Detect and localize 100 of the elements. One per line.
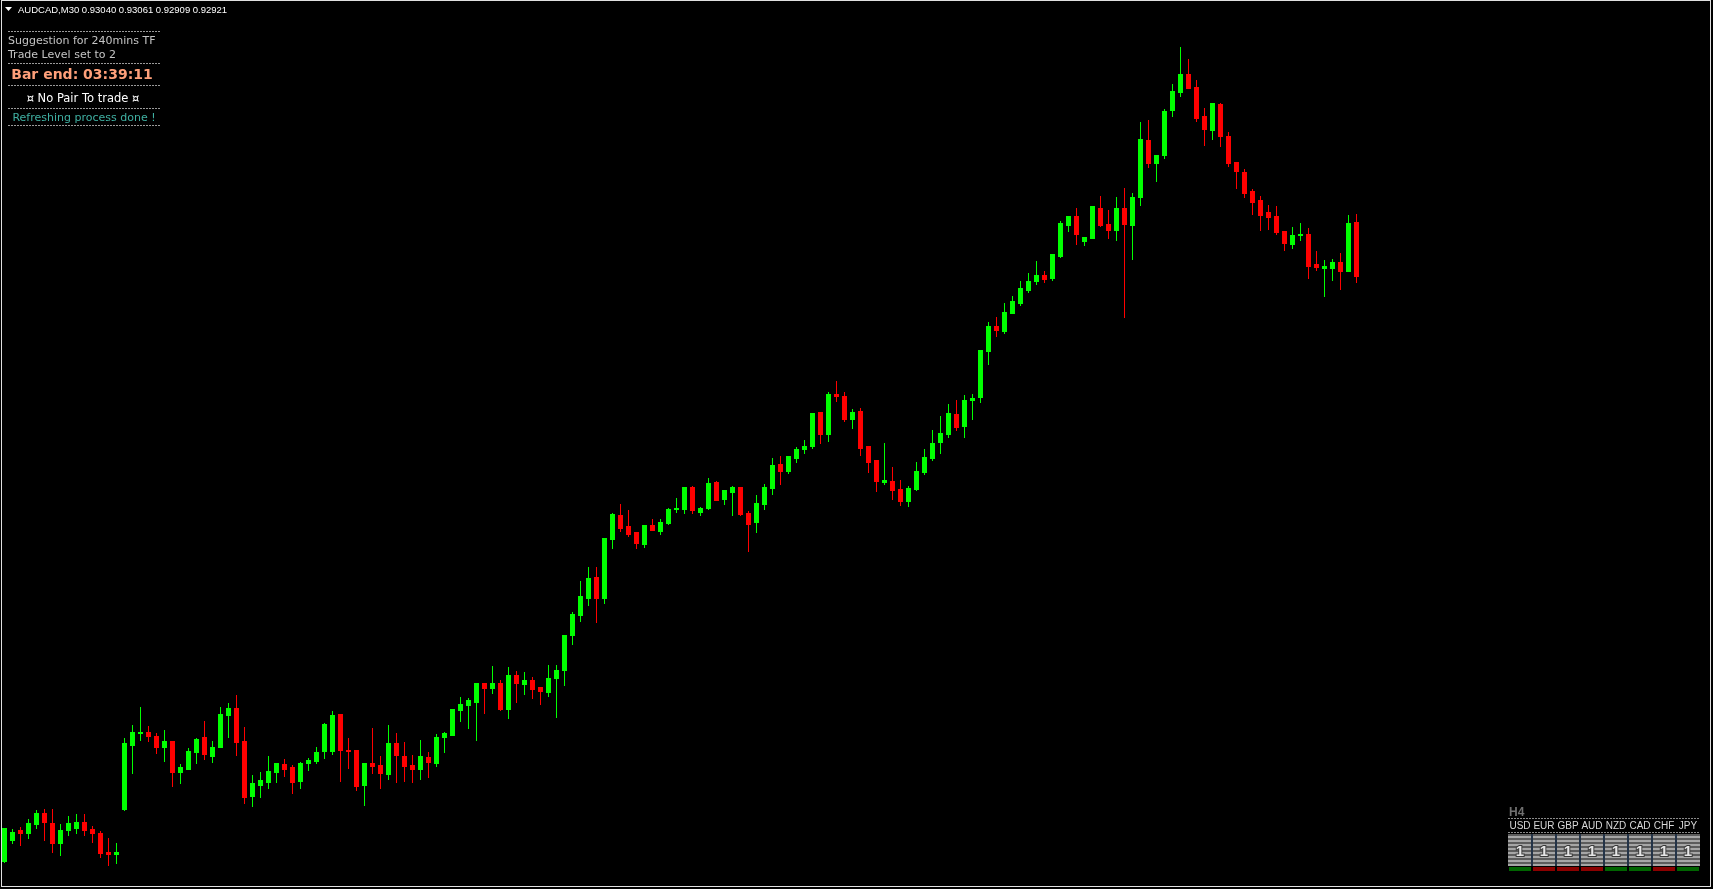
- data-label: 1: [1563, 842, 1573, 859]
- candlestick: [10, 828, 15, 844]
- candlestick: [498, 679, 503, 711]
- candlestick: [330, 710, 335, 755]
- data-label: 1: [1635, 842, 1645, 859]
- candlestick: [1146, 119, 1151, 168]
- candlestick: [650, 518, 655, 531]
- candlestick: [1090, 206, 1095, 239]
- candlestick: [858, 407, 863, 456]
- candlestick: [730, 485, 735, 516]
- category-label: USD: [1509, 820, 1531, 831]
- candlestick: [202, 720, 207, 760]
- candlestick: [1034, 260, 1039, 285]
- candlestick: [426, 751, 431, 778]
- data-label: 1: [1611, 842, 1621, 859]
- candlestick: [1298, 222, 1303, 241]
- candlestick: [778, 455, 783, 485]
- category-label: CAD: [1629, 820, 1651, 831]
- candlestick: [554, 664, 559, 718]
- candlestick: [562, 635, 567, 686]
- candlestick: [298, 761, 303, 789]
- candlestick: [1282, 230, 1287, 251]
- candlestick: [1322, 259, 1327, 297]
- candlestick: [458, 696, 463, 722]
- candlestick: [714, 480, 719, 501]
- candlestick: [1194, 79, 1199, 122]
- candlestick: [1242, 168, 1247, 198]
- candlestick: [1042, 270, 1047, 283]
- candlestick: [1018, 280, 1023, 306]
- text: H4: [1509, 805, 1525, 819]
- candlestick: [274, 762, 279, 783]
- candlestick: [1114, 196, 1119, 241]
- candlestick: [218, 706, 223, 748]
- candlestick: [434, 733, 439, 767]
- candlestick: [1202, 107, 1207, 146]
- candlestick: [178, 763, 183, 784]
- candlestick: [490, 665, 495, 694]
- candlestick: [146, 725, 151, 742]
- candlestick: [418, 739, 423, 780]
- candlestick: [1330, 258, 1335, 281]
- candlestick: [810, 412, 815, 449]
- candlestick: [1154, 154, 1159, 182]
- candlestick: [442, 731, 447, 753]
- candlestick: [634, 532, 639, 549]
- candlestick: [138, 706, 143, 741]
- candlestick: [306, 757, 311, 771]
- candlestick: [602, 537, 607, 604]
- candlestick: [946, 403, 951, 438]
- candlestick: [570, 611, 575, 645]
- candlestick: [978, 349, 983, 403]
- candlestick: [82, 813, 87, 836]
- category-label: EUR: [1533, 820, 1555, 831]
- candlestick: [866, 446, 871, 473]
- candlestick: [162, 729, 167, 762]
- candlestick: [890, 466, 895, 500]
- candlestick: [706, 477, 711, 510]
- candlestick: [1226, 131, 1231, 167]
- candlestick: [1234, 161, 1239, 189]
- candlestick: [378, 755, 383, 789]
- category-label: NZD: [1605, 820, 1627, 831]
- candlestick: [874, 459, 879, 492]
- candlestick: [754, 494, 759, 533]
- candlestick: [786, 456, 791, 474]
- candlestick: [106, 837, 111, 866]
- candlestick: [1010, 295, 1015, 314]
- candlestick: [994, 316, 999, 337]
- candlestick: [98, 830, 103, 858]
- candlestick: [194, 737, 199, 764]
- candlestick: [226, 702, 231, 738]
- candlestick: [386, 724, 391, 780]
- candlestick: [970, 393, 975, 420]
- annotation: Refreshing process done !: [12, 111, 156, 124]
- data-label: 1: [1539, 842, 1549, 859]
- candlestick: [1130, 192, 1135, 260]
- candlestick: [370, 727, 375, 774]
- category-label: JPY: [1678, 820, 1698, 831]
- candlestick: [2, 828, 7, 863]
- candlestick: [1346, 214, 1351, 272]
- candlestick: [122, 737, 127, 811]
- data-label: 1: [1587, 842, 1597, 859]
- candlestick: [66, 815, 71, 836]
- candlestick: [842, 391, 847, 422]
- candlestick: [722, 490, 727, 505]
- candlestick: [26, 818, 31, 839]
- annotation: Bar end: 03:39:11: [11, 66, 153, 82]
- candlestick: [1138, 121, 1143, 206]
- candlestick: [674, 497, 679, 513]
- candlestick: [666, 507, 671, 525]
- candlestick: [922, 448, 927, 475]
- candlestick: [770, 457, 775, 495]
- category-label: GBP: [1557, 820, 1579, 831]
- candlestick: [1082, 236, 1087, 246]
- candlestick: [74, 813, 79, 834]
- candlestick: [18, 826, 23, 846]
- candlestick: [1186, 58, 1191, 89]
- candlestick: [42, 808, 47, 841]
- candlestick: [762, 483, 767, 510]
- candlestick: [658, 518, 663, 535]
- candlestick: [642, 524, 647, 548]
- candlestick: [746, 510, 751, 552]
